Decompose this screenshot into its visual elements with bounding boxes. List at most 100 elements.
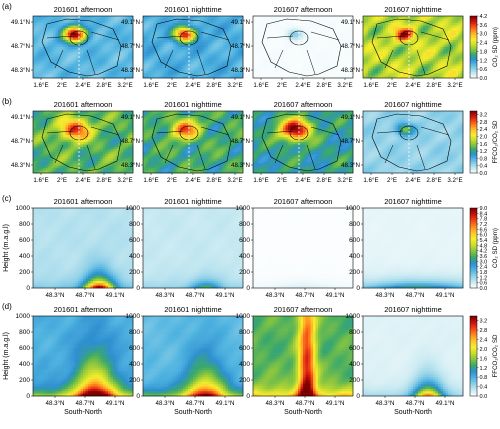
colorbar-tick-label: 0.0 (480, 171, 488, 177)
colorbar-tick-label: 0.8 (480, 156, 488, 162)
y-tick-label: 48.7°N (231, 138, 250, 145)
x-tick-label: 48.3°N (266, 292, 285, 299)
y-tick-label: 0 (26, 285, 30, 292)
y-tick-label: 600 (239, 345, 250, 352)
y-tick-label: 400 (19, 253, 30, 260)
x-tick-label: 48.7°N (296, 400, 315, 407)
x-tick-label: 2.4°E (75, 177, 90, 184)
y-tick-label: 1000 (346, 205, 361, 212)
x-tick-label: 3.2°E (227, 177, 242, 184)
x-tick-label: 48.7°N (406, 292, 425, 299)
colorbar-tick-label: 1.2 (480, 58, 488, 64)
x-tick-label: 49.1°N (216, 292, 235, 299)
panel-title: 201601 nighttime (164, 5, 222, 14)
x-tick-label: 2.8°E (96, 82, 111, 89)
x-tick-label: 2°E (277, 82, 287, 89)
x-tick-label: 2.4°E (75, 82, 90, 89)
y-tick-label: 49.1°N (231, 114, 250, 121)
colorbar-tick-label: 2.4 (480, 338, 488, 344)
panel-3-0: 201601 afternoon 0 200 400 600 800 1000 48.3°N 4… (3, 305, 134, 416)
panel-frame (362, 315, 464, 397)
row-0: (a) 201601 afternoon 1.6°E 2°E 2.4°E 2.8°E 3.2… (2, 2, 499, 89)
y-tick-label: 1000 (236, 313, 251, 320)
y-tick-label: 400 (349, 253, 360, 260)
panel-2-2: 201607 afternoon 0 200 400 600 800 1000 48.3°N 4… (236, 197, 354, 299)
x-axis-label: South-North (64, 409, 102, 416)
x-tick-label: 2°E (277, 177, 287, 184)
y-tick-label: 1000 (16, 313, 31, 320)
panel-frame (142, 315, 244, 397)
heatmap-cells (143, 316, 244, 397)
colorbar-label: FFCO₂/CO₂ SD (492, 120, 499, 163)
colorbar-tick-label: 2.8 (480, 120, 488, 126)
y-tick-label: 48.7°N (11, 138, 30, 145)
colorbar-tick-label: 3.0 (480, 32, 488, 38)
panel-frame (32, 207, 134, 289)
colorbar-tick-label: 0.0 (480, 76, 488, 82)
colorbar-tick-label: 2.4 (480, 41, 488, 47)
y-tick-label: 400 (239, 253, 250, 260)
x-tick-label: 3.2°E (117, 82, 132, 89)
y-tick-label: 49.1°N (231, 19, 250, 26)
x-tick-label: 49.1°N (326, 292, 345, 299)
x-tick-label: 48.3°N (156, 400, 175, 407)
colorbar-tick-label: 9.0 (480, 206, 488, 212)
panel-title: 201607 nighttime (384, 5, 442, 14)
x-tick-label: 2.8°E (426, 177, 441, 184)
panel-title: 201607 nighttime (384, 100, 442, 109)
panel-title: 201607 nighttime (384, 197, 442, 206)
panel-3-2: 201607 afternoon 0 200 400 600 800 1000 48.3°N 4… (236, 305, 354, 416)
y-tick-label: 48.7°N (121, 43, 140, 50)
y-tick-label: 800 (349, 221, 360, 228)
x-tick-label: 49.1°N (216, 400, 235, 407)
colorbar-tick-label: 7.8 (480, 217, 488, 223)
heatmap-cells (33, 111, 134, 174)
x-tick-label: 2°E (57, 177, 67, 184)
x-tick-label: 48.3°N (156, 292, 175, 299)
colorbar: 0.00.4 0.81.21.62.0 2.42.83.2 FFCO₂/CO₂ SD (469, 110, 499, 177)
x-tick-label: 49.1°N (106, 400, 125, 407)
y-tick-label: 600 (19, 345, 30, 352)
x-tick-label: 48.7°N (186, 292, 205, 299)
y-tick-label: 800 (239, 221, 250, 228)
panel-title: 201607 afternoon (274, 100, 333, 109)
colorbar-tick-label: 3.2 (480, 319, 488, 325)
panel-frame (252, 315, 354, 397)
heatmap-cells (33, 208, 134, 289)
colorbar-tick-label: 3.6 (480, 23, 488, 29)
heatmap-cells (253, 316, 354, 397)
y-tick-label: 48.3°N (231, 67, 250, 74)
figure-rows: (a) 201601 afternoon 1.6°E 2°E 2.4°E 2.8°E 3.2… (2, 2, 499, 416)
y-tick-label: 200 (239, 269, 250, 276)
colorbar-tick-label: 0.6 (480, 281, 488, 287)
x-tick-label: 49.1°N (436, 400, 455, 407)
x-tick-label: 2.8°E (206, 82, 221, 89)
y-tick-label: 400 (239, 361, 250, 368)
y-tick-label: 48.7°N (341, 138, 360, 145)
panel-title: 201601 nighttime (164, 197, 222, 206)
heatmap-cells (253, 208, 354, 289)
colorbar-tick-label: 5.4 (480, 238, 488, 244)
heatmap-cells (143, 208, 244, 289)
row-tag: (c) (2, 194, 12, 203)
panel-1-3: 201607 nighttime 1.6°E 2°E 2.4°E 2.8°E 3.2°E 4… (341, 100, 464, 184)
y-axis-label: Height (m.a.g.l) (3, 332, 10, 380)
y-tick-label: 200 (239, 377, 250, 384)
y-tick-label: 200 (349, 269, 360, 276)
y-tick-label: 48.7°N (11, 43, 30, 50)
y-tick-label: 800 (129, 329, 140, 336)
x-tick-label: 48.3°N (266, 400, 285, 407)
y-tick-label: 400 (129, 361, 140, 368)
heatmap-cells (363, 316, 464, 397)
panel-2-0: 201601 afternoon 0 200 400 600 800 1000 48.3°N 4… (3, 197, 134, 299)
x-tick-label: 2°E (57, 82, 67, 89)
colorbar-tick-label: 0.6 (480, 67, 488, 73)
colorbar-tick-label: 1.8 (480, 270, 488, 276)
x-tick-label: 48.7°N (76, 400, 95, 407)
x-tick-label: 2.8°E (426, 82, 441, 89)
y-tick-label: 0 (246, 285, 250, 292)
colorbar-tick-label: 6.6 (480, 227, 488, 233)
colorbar-tick-label: 3.0 (480, 259, 488, 265)
x-tick-label: 2°E (167, 82, 177, 89)
y-tick-label: 0 (356, 285, 360, 292)
